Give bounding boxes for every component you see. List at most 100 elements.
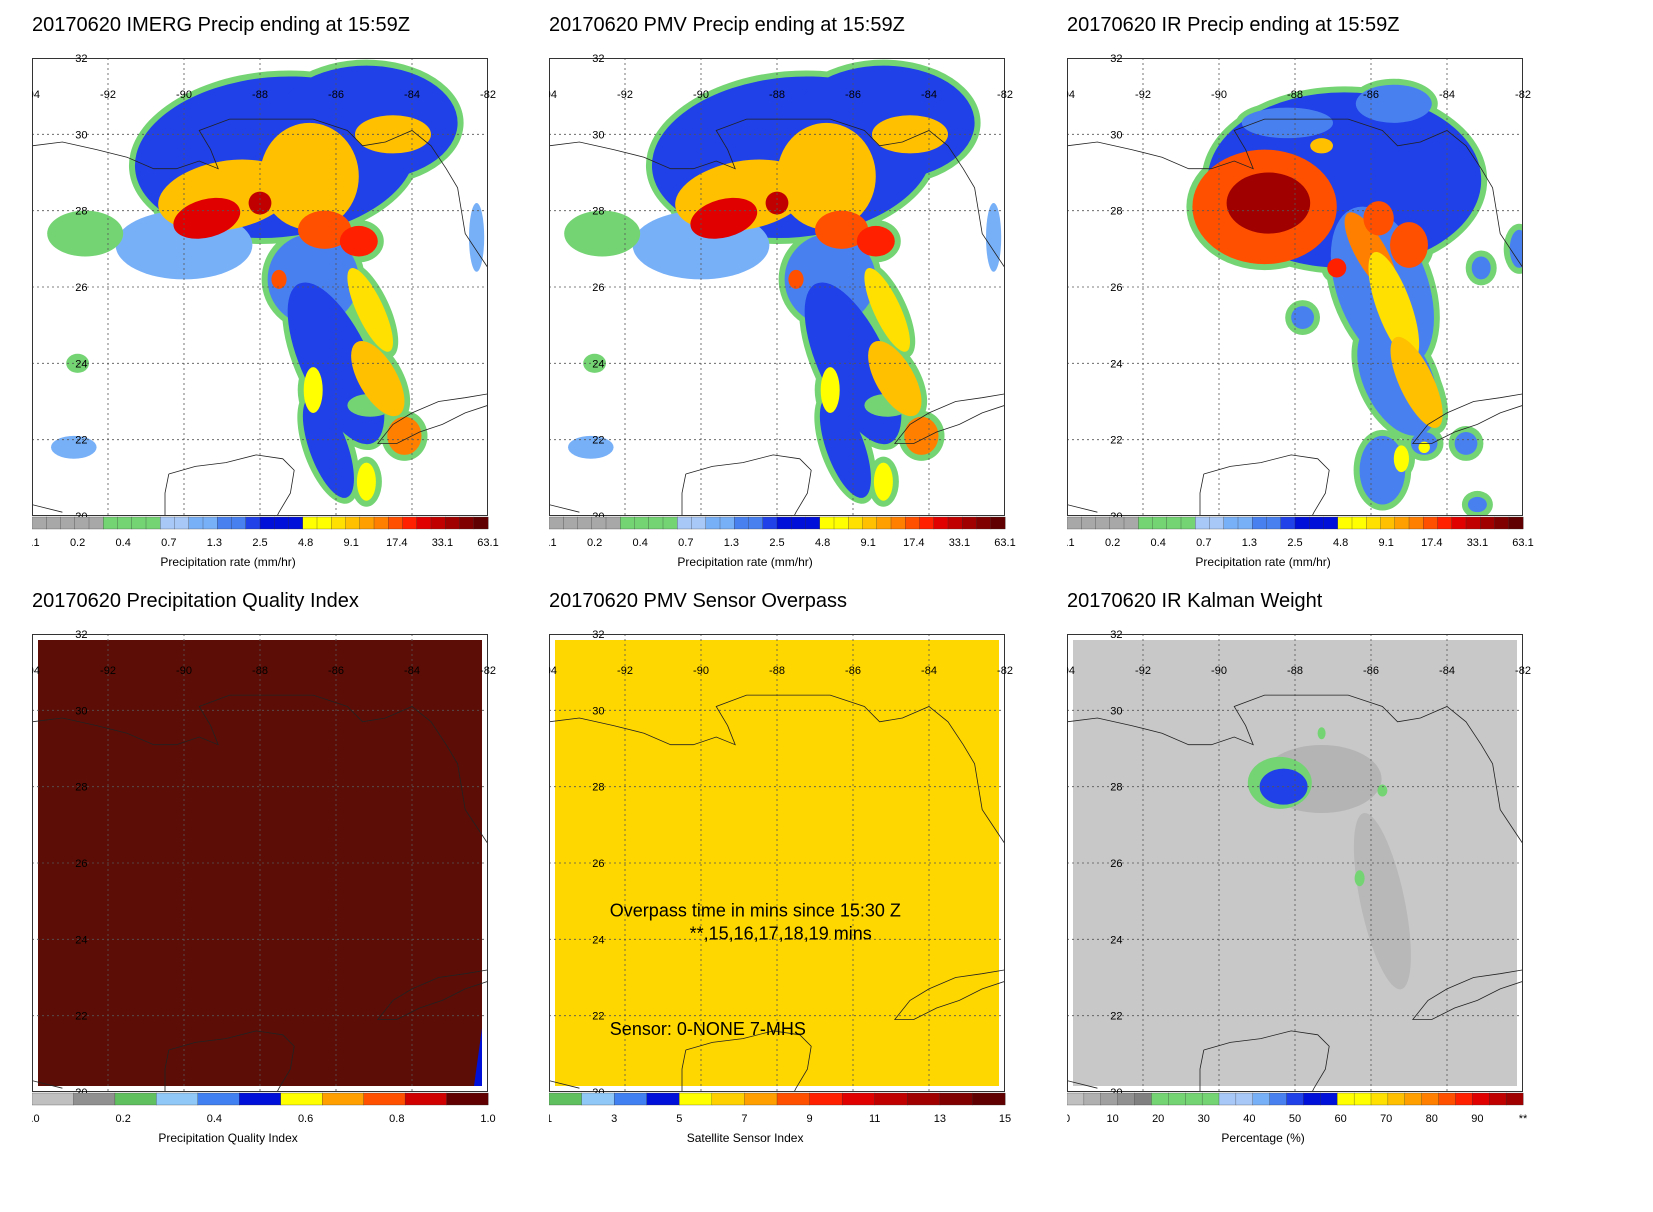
latitude-label: 24	[75, 358, 87, 370]
colorbar-swatch	[1465, 516, 1481, 530]
panel-title: 20170620 PMV Precip ending at 15:59Z	[549, 14, 905, 36]
colorbar-tick-label: 1.3	[724, 537, 739, 549]
map-grid	[1067, 634, 1523, 1092]
precip-cell	[1226, 172, 1311, 234]
colorbar-tick-label: 30	[1198, 1113, 1210, 1125]
colorbar-swatch	[288, 516, 304, 530]
colorbar-tick-label: 13	[934, 1113, 946, 1125]
colorbar-swatch	[202, 516, 218, 530]
precip-field	[1186, 78, 1523, 516]
colorbar-swatch	[662, 516, 678, 530]
colorbar-tick-label: 1.0	[480, 1113, 495, 1125]
latitude-label: 22	[592, 1011, 604, 1023]
colorbar-swatch	[1123, 516, 1139, 530]
colorbar-swatch	[1095, 516, 1111, 530]
colorbar-tick-label: 0.7	[161, 537, 176, 549]
colorbar-swatch	[874, 1092, 908, 1106]
colorbar-swatch	[634, 516, 650, 530]
longitude-label: -90	[176, 89, 192, 101]
panel-title: 20170620 PMV Sensor Overpass	[549, 590, 847, 612]
precip-cell	[298, 210, 352, 249]
precip-cell	[904, 416, 939, 455]
precip-cell	[302, 396, 354, 498]
colorbar-swatch	[1237, 516, 1253, 530]
latitude-label: 28	[75, 206, 87, 218]
colorbar-swatch	[1185, 1092, 1203, 1106]
colorbar-tick-label: 4.8	[298, 537, 313, 549]
colorbar-swatch	[805, 516, 821, 530]
map-frame	[549, 634, 1005, 1092]
colorbar-swatch	[947, 516, 963, 530]
precip-cell	[1418, 441, 1430, 454]
colorbar-swatch	[907, 1092, 941, 1106]
colorbar-swatch	[711, 1092, 745, 1106]
latitude-label: 24	[592, 358, 604, 370]
longitude-label: -90	[1211, 665, 1227, 677]
colorbar-swatch	[890, 516, 906, 530]
colorbar-swatch	[605, 516, 621, 530]
colorbar-swatch	[962, 516, 977, 530]
colorbar-tick-label: 0.4	[207, 1113, 222, 1125]
colorbar-swatch	[1109, 516, 1125, 530]
colorbar-tick-label: 0.2	[1105, 537, 1120, 549]
colorbar-swatch	[1235, 1092, 1254, 1106]
longitude-label: -84	[1439, 665, 1455, 677]
colorbar-swatch	[239, 1092, 282, 1106]
longitude-label: -88	[1287, 89, 1303, 101]
kalman-field	[1247, 727, 1411, 990]
colorbar-swatch	[1195, 516, 1210, 530]
colorbar-swatch	[32, 516, 47, 530]
coastline	[1067, 694, 1523, 1092]
colorbar-tick-label: 1.3	[207, 537, 222, 549]
latitude-label: 22	[1110, 435, 1122, 447]
coastline	[1067, 118, 1523, 516]
colorbar-swatch	[197, 1092, 240, 1106]
colorbar-tick-label: 17.4	[1421, 537, 1442, 549]
precip-cell	[1390, 222, 1428, 268]
colorbar-swatch	[1218, 1092, 1237, 1106]
colorbar-title: Satellite Sensor Index	[687, 1131, 804, 1145]
latitude-label: 32	[75, 53, 87, 65]
colorbar-swatch	[1337, 516, 1353, 530]
colorbar-swatch	[1404, 1092, 1423, 1106]
map-frame	[32, 58, 488, 516]
longitude-label: -92	[617, 89, 633, 101]
colorbar-tick-label: 20	[1152, 1113, 1164, 1125]
longitude-label: -92	[1135, 665, 1151, 677]
longitude-label: -86	[845, 665, 861, 677]
sensor-legend: Sensor: 0-NONE 7-MHS	[610, 1019, 806, 1039]
latitude-label: 28	[1110, 782, 1122, 794]
latitude-label: 30	[75, 705, 87, 717]
longitude-label: -84	[404, 665, 420, 677]
colorbar-swatch	[302, 516, 318, 530]
latitude-label: 30	[75, 129, 87, 141]
colorbar-swatch	[1370, 1092, 1389, 1106]
colorbar-tick-label: 0.7	[1196, 537, 1211, 549]
longitude-label: -86	[1363, 89, 1379, 101]
coastline	[549, 694, 1005, 1092]
map-plot: -94-92-90-88-86-84-82323028262422200.10.…	[1067, 53, 1534, 569]
colorbar-swatch	[1152, 516, 1168, 530]
colorbar-title: Precipitation rate (mm/hr)	[1195, 555, 1330, 569]
latitude-label: 26	[592, 282, 604, 294]
precip-cell	[1471, 256, 1491, 280]
longitude-label: -82	[1515, 89, 1531, 101]
colorbar-tick-label: 2.5	[252, 537, 267, 549]
longitude-label: -94	[32, 89, 40, 101]
colorbar-swatch	[691, 516, 707, 530]
colorbar-tick-label: 17.4	[903, 537, 924, 549]
colorbar-swatch	[280, 1092, 323, 1106]
latitude-label: 30	[1110, 705, 1122, 717]
longitude-label: -94	[1067, 665, 1075, 677]
map-frame	[1067, 634, 1523, 1092]
latitude-label: 28	[1110, 206, 1122, 218]
panel-kalman: 20170620 IR Kalman Weight -94 -92 -90 -88 -86…	[1067, 590, 1607, 1190]
longitude-label: -86	[1363, 665, 1379, 677]
colorbar-swatch	[145, 516, 161, 530]
colorbar-swatch	[646, 1092, 680, 1106]
colorbar-swatch	[748, 516, 764, 530]
colorbar-swatch	[1387, 1092, 1406, 1106]
colorbar-swatch	[1083, 1092, 1102, 1106]
colorbar-swatch	[156, 1092, 199, 1106]
colorbar-tick-label: 33.1	[949, 537, 970, 549]
